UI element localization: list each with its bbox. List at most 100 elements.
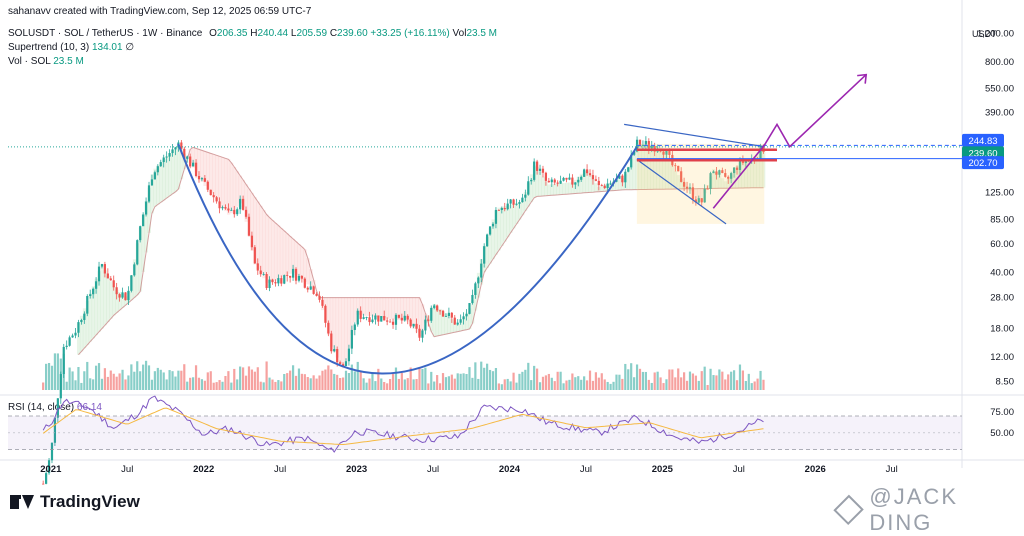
supertrend-fill xyxy=(380,298,383,318)
candle-body xyxy=(266,274,268,288)
candle-body xyxy=(407,316,409,320)
volume-bar xyxy=(618,375,620,390)
volume-bar xyxy=(457,373,459,390)
supertrend-fill xyxy=(600,186,603,192)
candle-body xyxy=(430,308,432,321)
price-tag-label: 202.70 xyxy=(968,158,997,169)
volume-bar xyxy=(310,378,312,390)
tradingview-logo[interactable]: TradingView xyxy=(10,492,140,512)
supertrend-fill xyxy=(559,183,562,194)
volume-bar xyxy=(389,379,391,390)
candle-body xyxy=(539,169,541,171)
volume-bar xyxy=(207,372,209,390)
candle-body xyxy=(395,315,397,325)
volume-bar xyxy=(548,374,550,390)
volume-bar xyxy=(439,383,441,390)
supertrend-fill xyxy=(365,298,368,316)
supertrend-fill xyxy=(277,226,280,280)
candle-body xyxy=(421,330,423,337)
volume-bar xyxy=(574,377,576,390)
candle-body xyxy=(71,336,73,338)
price-tick-label: 40.00 xyxy=(990,268,1014,279)
volume-bar xyxy=(709,369,711,390)
candle-body xyxy=(424,320,426,331)
candle-body xyxy=(536,162,538,171)
candle-body xyxy=(145,202,147,215)
volume-bar xyxy=(674,377,676,390)
volume-bar xyxy=(107,377,109,390)
volume-bar xyxy=(74,380,76,390)
candle-body xyxy=(583,169,585,176)
volume-bar xyxy=(530,380,532,390)
candle-body xyxy=(415,324,417,329)
candle-body xyxy=(42,484,44,485)
cup-curve xyxy=(178,144,637,374)
volume-bar xyxy=(42,382,44,390)
volume-bar xyxy=(260,382,262,390)
volume-bar xyxy=(533,366,535,390)
supertrend-fill xyxy=(345,298,348,361)
supertrend-fill xyxy=(300,247,303,280)
candle-body xyxy=(239,199,241,209)
supertrend-fill xyxy=(283,231,286,277)
volume-bar xyxy=(286,373,288,390)
candle-body xyxy=(142,215,144,227)
supertrend-fill xyxy=(589,175,592,193)
volume-bar xyxy=(715,375,717,390)
candle-body xyxy=(336,349,338,362)
candle-body xyxy=(574,182,576,184)
supertrend-fill xyxy=(218,156,221,204)
volume-bar xyxy=(245,376,247,390)
volume-bar xyxy=(324,370,326,390)
price-tick-label: 800.00 xyxy=(985,57,1014,68)
volume-bar xyxy=(183,364,185,390)
volume-bar xyxy=(201,379,203,390)
candle-body xyxy=(277,278,279,283)
candle-body xyxy=(89,294,91,296)
volume-bar xyxy=(607,382,609,390)
volume-bar xyxy=(168,370,170,390)
volume-bar xyxy=(333,374,335,390)
candle-body xyxy=(610,184,612,185)
supertrend-fill xyxy=(377,298,380,318)
price-chart[interactable]: USDT1,200.00800.00550.00390.00125.0085.0… xyxy=(0,0,1024,525)
volume-bar xyxy=(445,377,447,390)
volume-bar xyxy=(589,371,591,390)
candle-body xyxy=(515,204,517,205)
volume-bar xyxy=(698,381,700,390)
candle-body xyxy=(268,280,270,288)
volume-bar xyxy=(462,373,464,390)
candle-body xyxy=(139,226,141,240)
time-tick-label: 2023 xyxy=(346,464,367,475)
candle-body xyxy=(418,329,420,338)
volume-bar xyxy=(642,372,644,390)
volume-bar xyxy=(307,377,309,390)
candle-body xyxy=(304,279,306,288)
volume-bar xyxy=(430,372,432,390)
volume-bar xyxy=(636,364,638,390)
candle-body xyxy=(451,313,453,318)
candle-body xyxy=(389,322,391,323)
candle-body xyxy=(486,234,488,246)
time-tick-label: Jul xyxy=(580,464,592,475)
candle-body xyxy=(66,346,68,347)
supertrend-fill xyxy=(230,163,233,214)
volume-bar xyxy=(610,384,612,390)
range-box xyxy=(637,144,764,224)
candle-body xyxy=(301,276,303,279)
volume-bar xyxy=(92,379,94,390)
volume-bar xyxy=(754,381,756,390)
volume-bar xyxy=(518,374,520,390)
volume-bar xyxy=(510,381,512,390)
volume-bar xyxy=(542,377,544,390)
candle-body xyxy=(498,210,500,211)
candle-body xyxy=(571,178,573,185)
candle-body xyxy=(371,320,373,322)
candle-body xyxy=(624,172,626,183)
supertrend-fill xyxy=(594,183,597,192)
candle-body xyxy=(413,324,415,327)
rsi-tick-label: 75.00 xyxy=(990,407,1014,418)
volume-bar xyxy=(480,362,482,390)
candle-body xyxy=(263,274,265,275)
supertrend-fill xyxy=(565,183,568,194)
